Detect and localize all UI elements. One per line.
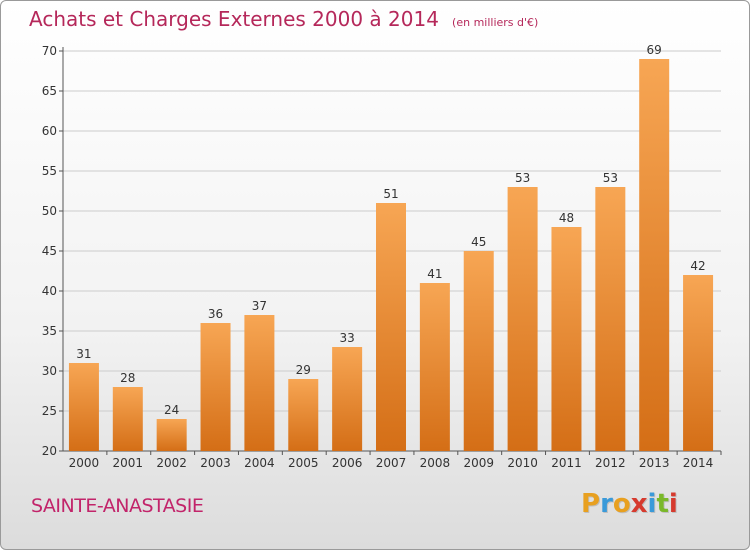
y-tick-label: 30 xyxy=(42,364,57,378)
bar xyxy=(639,59,670,451)
data-label: 37 xyxy=(252,299,267,313)
logo-letter: t xyxy=(656,489,669,519)
x-tick-label: 2004 xyxy=(244,456,275,470)
bar xyxy=(507,187,538,451)
bars xyxy=(68,59,714,451)
data-label: 29 xyxy=(296,363,311,377)
chart-subtitle: (en milliers d'€) xyxy=(452,16,539,29)
bar xyxy=(595,187,626,451)
bar xyxy=(156,419,187,451)
x-tick-label: 2006 xyxy=(332,456,363,470)
logo-letter: o xyxy=(612,489,631,519)
data-label: 53 xyxy=(603,171,618,185)
x-tick-label: 2008 xyxy=(420,456,451,470)
x-tick-label: 2014 xyxy=(683,456,714,470)
y-tick-label: 35 xyxy=(42,324,57,338)
data-label: 53 xyxy=(515,171,530,185)
y-tick-label: 70 xyxy=(42,44,57,58)
bar xyxy=(288,379,319,451)
bar xyxy=(244,315,275,451)
bar xyxy=(463,251,494,451)
bar xyxy=(419,283,450,451)
x-tick-label: 2005 xyxy=(288,456,319,470)
x-tick-label: 2013 xyxy=(639,456,670,470)
x-tick-label: 2000 xyxy=(69,456,100,470)
bar xyxy=(376,203,406,451)
data-label: 51 xyxy=(383,187,398,201)
data-label: 48 xyxy=(559,211,574,225)
x-tick-label: 2011 xyxy=(551,456,582,470)
y-tick-label: 25 xyxy=(42,404,57,418)
y-tick-label: 20 xyxy=(42,444,57,458)
x-tick-label: 2002 xyxy=(156,456,187,470)
logo-letter: i xyxy=(668,489,678,519)
y-tick-label: 40 xyxy=(42,284,57,298)
x-tick-label: 2001 xyxy=(113,456,144,470)
x-tick-label: 2007 xyxy=(376,456,407,470)
labels: 31 2000 28 2001 24 2002 36 2003 37 2004 29 2005 33 20… xyxy=(69,43,714,470)
location-name: SAINTE-ANASTASIE xyxy=(31,495,204,517)
logo-letter: i xyxy=(647,489,657,519)
data-label: 31 xyxy=(76,347,91,361)
y-tick-label: 60 xyxy=(42,124,57,138)
bar xyxy=(200,323,231,451)
x-tick-label: 2009 xyxy=(463,456,494,470)
x-tick-label: 2010 xyxy=(507,456,538,470)
data-label: 28 xyxy=(120,371,135,385)
data-label: 36 xyxy=(208,307,223,321)
data-label: 33 xyxy=(339,331,354,345)
x-tick-label: 2003 xyxy=(200,456,231,470)
logo-letter: P xyxy=(581,489,601,519)
data-label: 24 xyxy=(164,403,179,417)
bar xyxy=(551,227,582,451)
bar xyxy=(683,275,714,451)
bar xyxy=(68,363,99,451)
logo-letter: r xyxy=(600,489,613,519)
proxiti-logo[interactable]: Proxiti xyxy=(581,489,678,519)
bar xyxy=(332,347,363,451)
bar xyxy=(112,387,143,451)
data-label: 41 xyxy=(427,267,442,281)
logo-letter: x xyxy=(630,489,648,519)
y-tick-label: 50 xyxy=(42,204,57,218)
chart-title: Achats et Charges Externes 2000 à 2014 xyxy=(29,7,439,31)
data-label: 42 xyxy=(690,259,705,273)
y-tick-label: 65 xyxy=(42,84,57,98)
chart-title-block: Achats et Charges Externes 2000 à 2014 (… xyxy=(29,7,538,31)
x-tick-label: 2012 xyxy=(595,456,626,470)
data-label: 69 xyxy=(647,43,662,57)
y-tick-label: 45 xyxy=(42,244,57,258)
y-tick-label: 55 xyxy=(42,164,57,178)
data-label: 45 xyxy=(471,235,486,249)
